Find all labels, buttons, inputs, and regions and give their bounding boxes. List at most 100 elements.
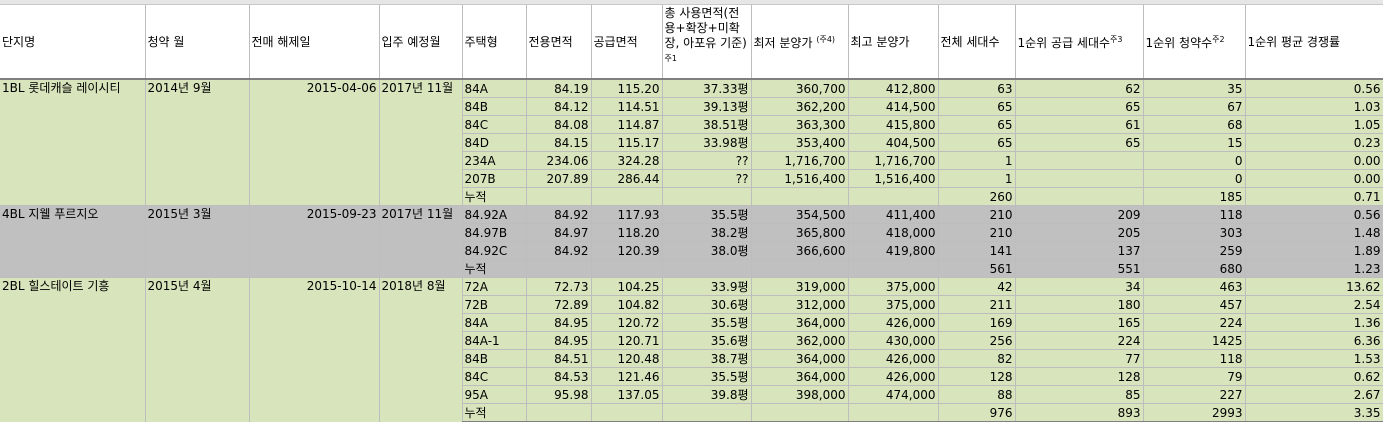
total-cell[interactable]: 38.7평: [662, 349, 752, 368]
empty-cell[interactable]: [662, 259, 752, 278]
housing-type-cell[interactable]: 234A: [462, 151, 527, 170]
max-cell[interactable]: 474,000: [848, 385, 939, 404]
empty-cell[interactable]: [526, 403, 592, 422]
hh-cell[interactable]: 82: [938, 349, 1016, 368]
hh-cell[interactable]: 1: [938, 151, 1016, 170]
cumulative-fsup-cell[interactable]: [1015, 187, 1144, 206]
empty-cell[interactable]: [662, 403, 752, 422]
cumulative-label[interactable]: 누적: [462, 187, 527, 206]
total-cell[interactable]: 38.2평: [662, 223, 752, 242]
total-cell[interactable]: ??: [662, 169, 752, 188]
excl-cell[interactable]: 95.98: [526, 385, 592, 404]
housing-type-cell[interactable]: 84D: [462, 133, 527, 152]
ratio-cell[interactable]: 1.36: [1245, 313, 1383, 332]
resale-date-cell[interactable]: 2015-10-14: [249, 277, 380, 422]
supply-cell[interactable]: 118.20: [591, 223, 663, 242]
max-cell[interactable]: 404,500: [848, 133, 939, 152]
min-cell[interactable]: 312,000: [751, 295, 849, 314]
max-cell[interactable]: 414,500: [848, 97, 939, 116]
empty-cell[interactable]: [751, 403, 849, 422]
excl-cell[interactable]: 84.08: [526, 115, 592, 134]
fsup-cell[interactable]: 165: [1015, 313, 1144, 332]
ratio-cell[interactable]: 1.03: [1245, 97, 1383, 116]
housing-type-cell[interactable]: 84.92A: [462, 205, 527, 224]
total-cell[interactable]: 35.5평: [662, 313, 752, 332]
cumulative-fapp-cell[interactable]: 680: [1143, 259, 1246, 278]
resale-date-cell[interactable]: 2015-09-23: [249, 205, 380, 278]
fsup-cell[interactable]: [1015, 151, 1144, 170]
min-cell[interactable]: 1,516,400: [751, 169, 849, 188]
header-supply[interactable]: 공급면적: [591, 5, 663, 80]
subscription-month-cell[interactable]: 2015년 4월: [145, 277, 250, 422]
fapp-cell[interactable]: 0: [1143, 151, 1246, 170]
hh-cell[interactable]: 169: [938, 313, 1016, 332]
fapp-cell[interactable]: 0: [1143, 169, 1246, 188]
cumulative-hh-cell[interactable]: 561: [938, 259, 1016, 278]
fsup-cell[interactable]: 209: [1015, 205, 1144, 224]
max-cell[interactable]: 426,000: [848, 367, 939, 386]
excl-cell[interactable]: 72.89: [526, 295, 592, 314]
max-cell[interactable]: 418,000: [848, 223, 939, 242]
ratio-cell[interactable]: 0.23: [1245, 133, 1383, 152]
ratio-cell[interactable]: 1.89: [1245, 241, 1383, 260]
cumulative-label[interactable]: 누적: [462, 403, 527, 422]
housing-type-cell[interactable]: 84C: [462, 115, 527, 134]
excl-cell[interactable]: 207.89: [526, 169, 592, 188]
header-max-price[interactable]: 최고 분양가: [848, 5, 939, 80]
min-cell[interactable]: 360,700: [751, 79, 849, 98]
housing-type-cell[interactable]: 207B: [462, 169, 527, 188]
fapp-cell[interactable]: 15: [1143, 133, 1246, 152]
header-avg-ratio[interactable]: 1순위 평균 경쟁률: [1245, 5, 1383, 80]
cumulative-fsup-cell[interactable]: 551: [1015, 259, 1144, 278]
total-cell[interactable]: 30.6평: [662, 295, 752, 314]
fsup-cell[interactable]: 85: [1015, 385, 1144, 404]
fapp-cell[interactable]: 118: [1143, 205, 1246, 224]
fsup-cell[interactable]: 128: [1015, 367, 1144, 386]
excl-cell[interactable]: 84.92: [526, 205, 592, 224]
cumulative-hh-cell[interactable]: 976: [938, 403, 1016, 422]
supply-cell[interactable]: 104.82: [591, 295, 663, 314]
max-cell[interactable]: 415,800: [848, 115, 939, 134]
ratio-cell[interactable]: 1.48: [1245, 223, 1383, 242]
housing-type-cell[interactable]: 95A: [462, 385, 527, 404]
fsup-cell[interactable]: 62: [1015, 79, 1144, 98]
housing-type-cell[interactable]: 84A: [462, 79, 527, 98]
ratio-cell[interactable]: 0.56: [1245, 205, 1383, 224]
ratio-cell[interactable]: 2.67: [1245, 385, 1383, 404]
empty-cell[interactable]: [526, 187, 592, 206]
complex-name-cell[interactable]: 4BL 지웰 푸르지오: [0, 205, 146, 278]
header-total-use[interactable]: 총 사용면적(전용+확장+미확장, 아포유 기준) 주1: [662, 5, 752, 80]
fapp-cell[interactable]: 224: [1143, 313, 1246, 332]
excl-cell[interactable]: 84.97: [526, 223, 592, 242]
ratio-cell[interactable]: 1.05: [1245, 115, 1383, 134]
housing-type-cell[interactable]: 72A: [462, 277, 527, 296]
fsup-cell[interactable]: 34: [1015, 277, 1144, 296]
hh-cell[interactable]: 88: [938, 385, 1016, 404]
header-first-apps[interactable]: 1순위 청약수주2: [1143, 5, 1246, 80]
empty-cell[interactable]: [848, 403, 939, 422]
min-cell[interactable]: 364,000: [751, 367, 849, 386]
fsup-cell[interactable]: 224: [1015, 331, 1144, 350]
fsup-cell[interactable]: 137: [1015, 241, 1144, 260]
supply-cell[interactable]: 115.17: [591, 133, 663, 152]
excl-cell[interactable]: 72.73: [526, 277, 592, 296]
max-cell[interactable]: 375,000: [848, 277, 939, 296]
housing-type-cell[interactable]: 72B: [462, 295, 527, 314]
total-cell[interactable]: 39.13평: [662, 97, 752, 116]
supply-cell[interactable]: 114.51: [591, 97, 663, 116]
total-cell[interactable]: 35.6평: [662, 331, 752, 350]
supply-cell[interactable]: 115.20: [591, 79, 663, 98]
fapp-cell[interactable]: 79: [1143, 367, 1246, 386]
total-cell[interactable]: 33.98평: [662, 133, 752, 152]
max-cell[interactable]: 1,716,700: [848, 151, 939, 170]
total-cell[interactable]: 35.5평: [662, 205, 752, 224]
hh-cell[interactable]: 65: [938, 115, 1016, 134]
fsup-cell[interactable]: 180: [1015, 295, 1144, 314]
supply-cell[interactable]: 104.25: [591, 277, 663, 296]
empty-cell[interactable]: [751, 187, 849, 206]
fapp-cell[interactable]: 118: [1143, 349, 1246, 368]
fapp-cell[interactable]: 303: [1143, 223, 1246, 242]
fsup-cell[interactable]: [1015, 169, 1144, 188]
supply-cell[interactable]: 120.39: [591, 241, 663, 260]
min-cell[interactable]: 365,800: [751, 223, 849, 242]
